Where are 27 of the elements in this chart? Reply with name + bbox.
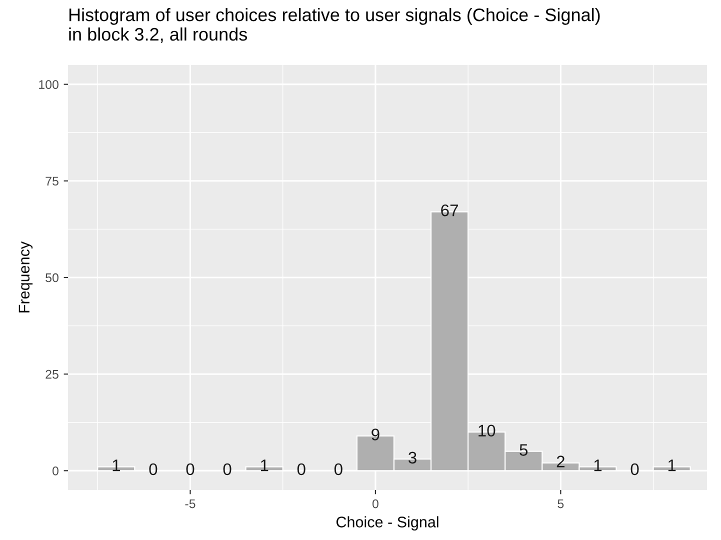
- x-tick-label: 0: [372, 499, 378, 508]
- data-label: 2: [556, 456, 564, 468]
- data-label: 67: [441, 204, 458, 216]
- data-label: 0: [334, 463, 342, 476]
- y-axis-title: Frequency: [18, 241, 33, 312]
- x-tick-label: 5: [558, 499, 564, 508]
- y-tick-label: 50: [46, 273, 58, 282]
- data-label: 0: [149, 463, 158, 476]
- chart-title: Histogram of user choices relative to user signals (Choice - Signal) in block 3.2, all rounds: [69, 8, 600, 43]
- data-label: 10: [478, 424, 496, 437]
- data-label: 0: [223, 463, 232, 476]
- data-label: 0: [186, 463, 194, 476]
- y-tick-label: 0: [52, 466, 58, 476]
- y-tick-label: 25: [46, 370, 58, 379]
- data-label: 5: [520, 444, 528, 456]
- data-label: 0: [630, 463, 639, 476]
- data-label: 1: [260, 460, 268, 472]
- y-tick-label: 100: [39, 80, 58, 89]
- data-label: 1: [112, 460, 120, 472]
- x-axis-title: Choice - Signal: [336, 516, 438, 530]
- x-tick-label: -5: [185, 499, 196, 508]
- data-label: 1: [594, 460, 602, 472]
- data-label: 3: [408, 452, 416, 464]
- y-tick-label: 75: [46, 176, 58, 186]
- data-label: 0: [297, 463, 306, 476]
- data-label: 1: [668, 460, 676, 472]
- data-label: 9: [372, 428, 380, 440]
